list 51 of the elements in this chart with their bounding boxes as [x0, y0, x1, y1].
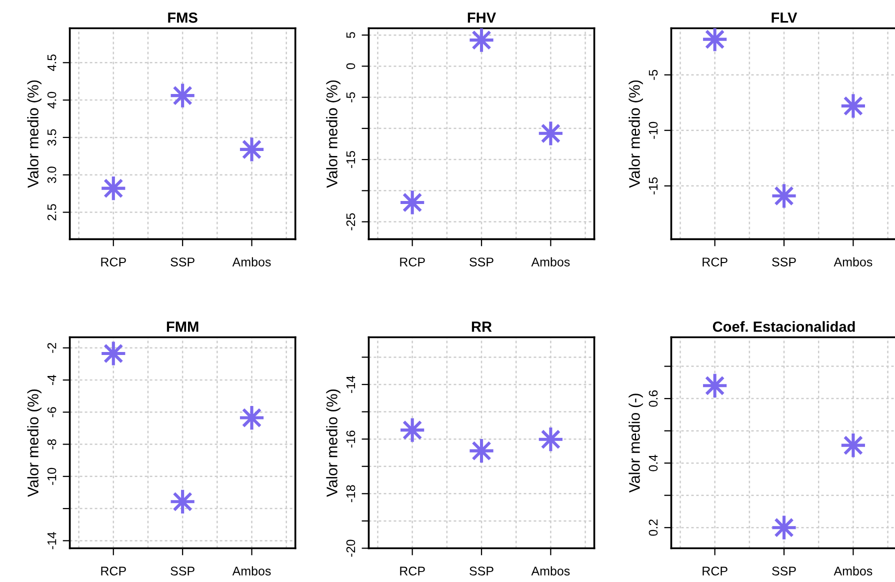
y-tick-label: -25	[346, 213, 356, 230]
chart-title: FHV	[468, 12, 496, 23]
x-tick-label: SSP	[170, 566, 194, 576]
chart-title: FMM	[166, 322, 198, 332]
y-tick-label: 3.5	[47, 129, 56, 146]
x-tick-label: Ambos	[232, 566, 271, 576]
y-tick-label: -15	[346, 151, 356, 168]
chart-title: FLV	[772, 12, 798, 23]
x-tick-label: SSP	[772, 258, 796, 266]
y-tick-label: -8	[47, 439, 56, 450]
x-tick-label: RCP	[101, 566, 126, 576]
y-tick-label: -4	[48, 374, 56, 386]
point	[702, 28, 728, 53]
y-tick-label: 2.5	[47, 204, 56, 220]
y-tick-label: 4.5	[48, 54, 56, 72]
y-tick-label: -16	[346, 430, 356, 448]
y-tick-label: -14	[48, 532, 56, 550]
y-axis-title: Valor medio (%)	[27, 80, 42, 188]
y-tick-label: -5	[648, 70, 658, 80]
x-tick-label: Ambos	[232, 257, 271, 266]
y-tick-label: -15	[648, 177, 658, 194]
y-tick-label: -10	[648, 122, 658, 139]
y-axis-title: Valor medio (%)	[326, 390, 340, 497]
y-tick-label: -18	[346, 485, 356, 502]
x-tick-label: RCP	[101, 258, 126, 266]
x-tick-label: Ambos	[531, 566, 570, 576]
y-tick-label: -2	[47, 342, 56, 353]
x-tick-label: SSP	[470, 566, 494, 576]
point	[468, 28, 495, 54]
y-axis-title: Valor medio (%)	[628, 80, 643, 188]
y-tick-label: 0	[346, 63, 356, 70]
y-tick-label: -10	[47, 468, 56, 485]
y-axis-title: Valor medio (%)	[326, 80, 340, 188]
x-tick-label: Ambos	[531, 257, 570, 266]
y-tick-label: 5	[346, 32, 356, 38]
y-axis-title: Valor medio (%)	[27, 390, 42, 497]
x-tick-label: Ambos	[834, 257, 872, 266]
y-tick-label: 4.0	[47, 92, 56, 108]
y-tick-label: 3.0	[47, 166, 56, 184]
x-tick-label: SSP	[470, 258, 494, 266]
chart-title: RR	[472, 322, 492, 332]
x-tick-label: RCP	[400, 566, 425, 576]
x-tick-label: RCP	[702, 258, 728, 266]
x-tick-label: RCP	[400, 258, 425, 266]
point	[238, 404, 266, 432]
y-tick-label: -14	[346, 376, 356, 393]
y-tick-label: -6	[47, 407, 56, 418]
y-tick-label: -20	[346, 540, 356, 557]
chart-title: FMS	[168, 12, 198, 23]
x-tick-label: SSP	[170, 258, 194, 266]
y-tick-label: -5	[346, 92, 356, 102]
